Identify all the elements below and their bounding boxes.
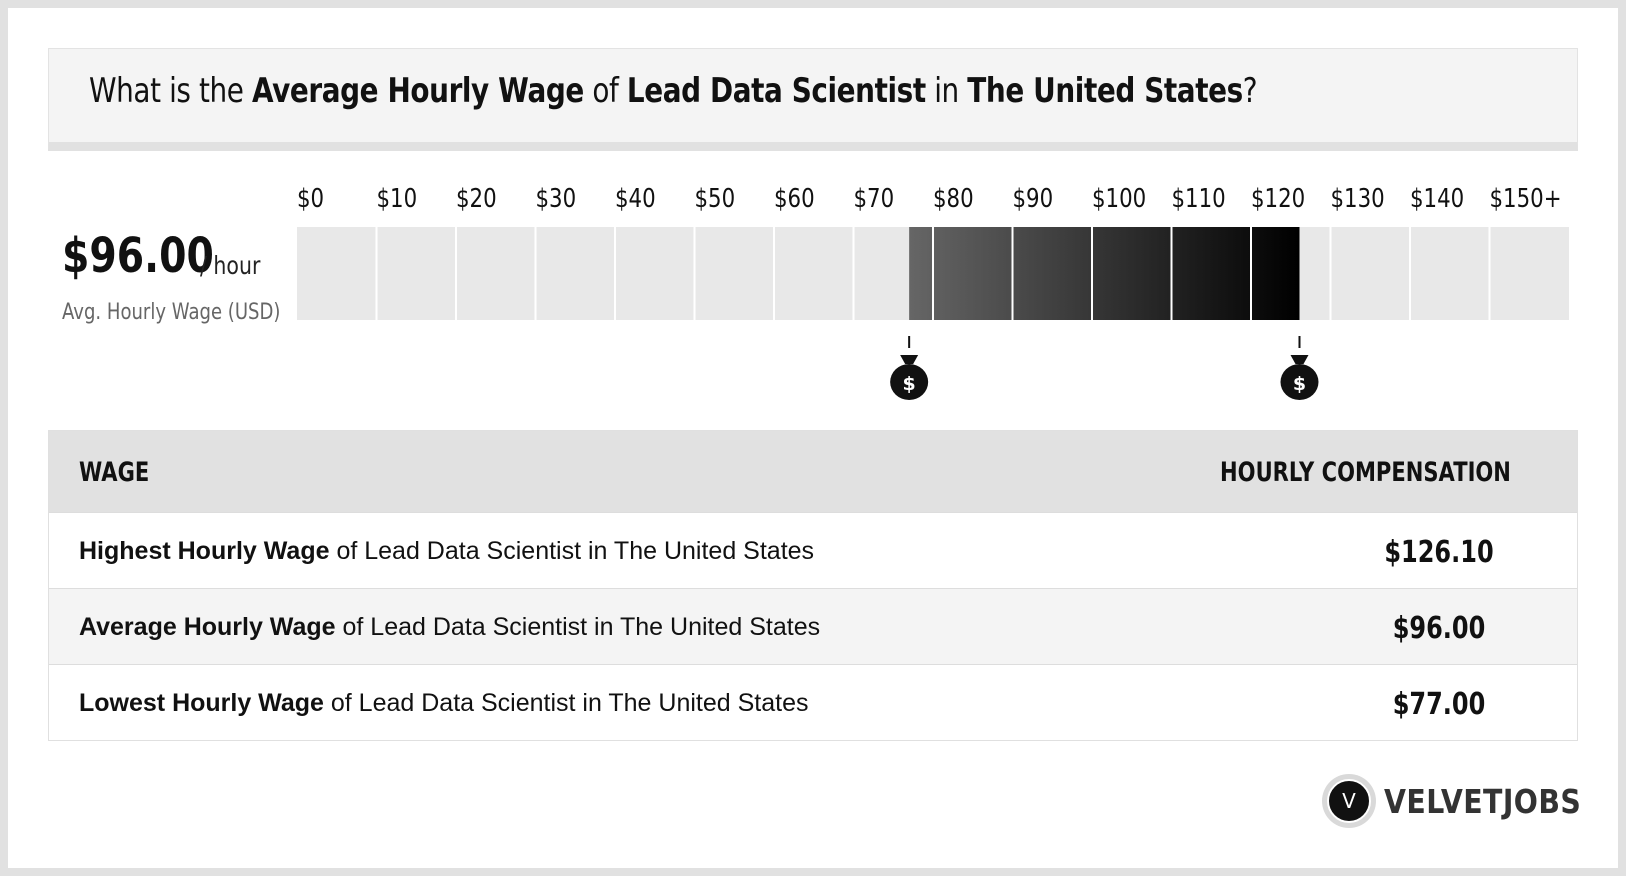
brand-name: VELVETJOBS (1384, 782, 1582, 821)
wage-range-bar (909, 227, 1300, 320)
chart-divider (773, 227, 775, 320)
chart-divider (534, 227, 537, 320)
tick-label: $120 (1251, 183, 1305, 214)
table-header: WAGE HOURLY COMPENSATION (49, 431, 1577, 512)
chart-divider (1091, 227, 1093, 320)
wage-table: WAGE HOURLY COMPENSATION Highest Hourly … (48, 430, 1578, 741)
row-label: Highest Hourly Wage of Lead Data Scienti… (79, 537, 815, 565)
brand-badge-letter: V (1327, 779, 1371, 823)
average-wage-label: Avg. Hourly Wage (USD) (62, 300, 281, 325)
tick-label: $20 (456, 183, 497, 214)
chart-divider (932, 227, 934, 320)
header-hourly-compensation: HOURLY COMPENSATION (1220, 457, 1511, 488)
row-value: $77.00 (1392, 687, 1486, 722)
row-value: $96.00 (1392, 611, 1486, 646)
velvetjobs-logo-icon: V (1322, 774, 1376, 828)
chart-divider (1488, 227, 1491, 320)
svg-text:$: $ (1293, 373, 1306, 395)
tick-label: $60 (774, 183, 815, 214)
title-box: What is the Average Hourly Wage of Lead … (48, 48, 1578, 151)
tick-label: $10 (377, 183, 418, 214)
chart-divider (1409, 227, 1411, 320)
header-wage: WAGE (79, 457, 150, 488)
brand-logo[interactable]: V VELVETJOBS (1322, 774, 1582, 828)
chart-divider (375, 227, 378, 320)
average-wage-value: $96.00 (62, 228, 214, 284)
table-row-average: Average Hourly Wage of Lead Data Scienti… (49, 588, 1577, 664)
tick-label: $100 (1092, 183, 1146, 214)
wage-range-chart: $0 $10 $20 $30 $40 $50 $60 $70 $80 $90 $100 $110 $12… (297, 183, 1569, 400)
table-row-lowest: Lowest Hourly Wage of Lead Data Scientis… (49, 664, 1577, 740)
tick-label: $130 (1331, 183, 1385, 214)
tick-label: $40 (615, 183, 656, 214)
tick-label: $0 (297, 183, 324, 214)
chart-divider (614, 227, 616, 320)
row-value: $126.10 (1384, 535, 1494, 570)
tick-label: $110 (1172, 183, 1226, 214)
money-bag-icon: $ (890, 336, 929, 400)
chart-divider (1329, 227, 1332, 320)
chart-divider (693, 227, 696, 320)
row-label: Average Hourly Wage of Lead Data Scienti… (79, 613, 821, 641)
chart-divider (455, 227, 457, 320)
tick-label: $90 (1013, 183, 1054, 214)
tick-label: $70 (854, 183, 895, 214)
tick-label: $50 (695, 183, 736, 214)
tick-label: $150+ (1490, 183, 1562, 214)
page-title: What is the Average Hourly Wage of Lead … (89, 71, 1258, 111)
chart-divider (852, 227, 855, 320)
chart-divider (1011, 227, 1014, 320)
chart-divider (1250, 227, 1252, 320)
table-row-highest: Highest Hourly Wage of Lead Data Scienti… (49, 512, 1577, 588)
tick-label: $140 (1410, 183, 1464, 214)
row-label: Lowest Hourly Wage of Lead Data Scientis… (79, 689, 809, 717)
average-wage-unit: / hour (200, 251, 261, 280)
tick-label: $30 (536, 183, 577, 214)
svg-text:$: $ (903, 373, 916, 395)
money-bag-icon: $ (1280, 336, 1319, 400)
chart-divider (1170, 227, 1173, 320)
tick-label: $80 (933, 183, 974, 214)
